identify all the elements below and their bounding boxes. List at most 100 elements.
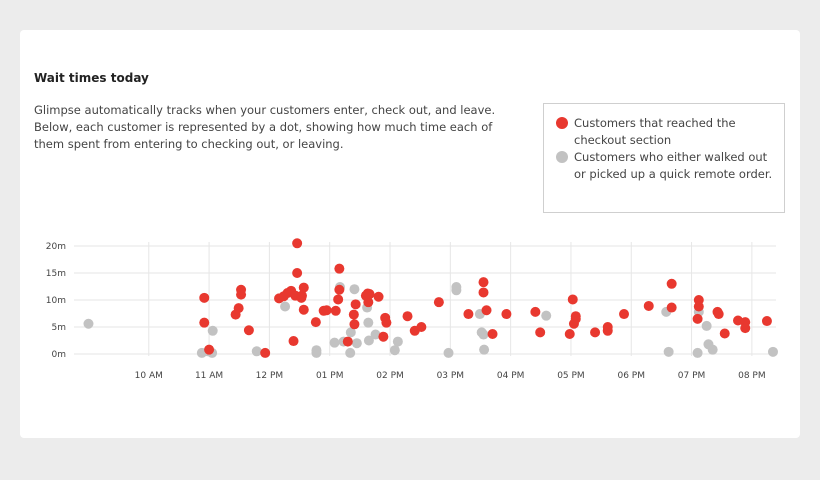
legend-label: Customers who either walked out or picke… xyxy=(574,150,773,181)
y-tick-label: 0m xyxy=(52,350,67,360)
checkout-customer-point[interactable] xyxy=(292,268,303,278)
walkout-customer-point[interactable] xyxy=(329,337,340,348)
checkout-customer-point[interactable] xyxy=(761,316,772,327)
walkout-customer-point[interactable] xyxy=(541,310,552,321)
checkout-customer-point[interactable] xyxy=(433,297,444,308)
walkout-customer-point[interactable] xyxy=(479,344,490,355)
checkout-customer-point[interactable] xyxy=(692,313,703,324)
x-tick-label: 01 PM xyxy=(316,371,344,381)
wait-times-scatter: 0m 5m 10m 15m 20m 10 AM 11 AM 12 PM 01 PM 02 PM 0… xyxy=(46,238,778,381)
checkout-customer-point[interactable] xyxy=(363,297,374,308)
walkout-customer-point[interactable] xyxy=(311,345,322,356)
data-points xyxy=(83,238,778,358)
checkout-customer-point[interactable] xyxy=(463,309,474,320)
walkout-customer-point[interactable] xyxy=(207,325,218,336)
checkout-customer-point[interactable] xyxy=(619,309,630,320)
legend-item-checkout: Customers that reached the checkout sect… xyxy=(556,115,774,149)
checkout-customer-point[interactable] xyxy=(381,317,392,328)
checkout-customer-point[interactable] xyxy=(310,317,321,328)
checkout-customer-point[interactable] xyxy=(296,290,307,301)
checkout-customer-point[interactable] xyxy=(567,294,578,305)
checkout-customer-point[interactable] xyxy=(260,347,271,358)
x-tick-label: 10 AM xyxy=(135,371,163,381)
y-tick-label: 5m xyxy=(52,323,67,333)
walkout-customer-point[interactable] xyxy=(83,318,94,329)
checkout-customer-point[interactable] xyxy=(333,294,344,305)
checkout-customer-point[interactable] xyxy=(564,329,575,340)
checkout-customer-point[interactable] xyxy=(321,305,332,316)
walkout-customer-point[interactable] xyxy=(345,327,356,338)
checkout-customer-point[interactable] xyxy=(236,284,247,295)
checkout-customer-point[interactable] xyxy=(350,299,361,310)
walkout-customer-point[interactable] xyxy=(389,345,400,356)
checkout-customer-point[interactable] xyxy=(199,317,210,328)
checkout-customer-point[interactable] xyxy=(334,263,345,274)
gray-dot-icon xyxy=(556,151,568,163)
checkout-customer-point[interactable] xyxy=(530,306,541,317)
checkout-customer-point[interactable] xyxy=(501,309,512,320)
x-tick-label: 12 PM xyxy=(256,371,284,381)
x-axis: 10 AM 11 AM 12 PM 01 PM 02 PM 03 PM 04 PM 05 PM… xyxy=(135,371,766,381)
checkout-customer-point[interactable] xyxy=(478,277,489,288)
walkout-customer-point[interactable] xyxy=(363,335,374,346)
walkout-customer-point[interactable] xyxy=(701,320,712,331)
checkout-customer-point[interactable] xyxy=(481,305,492,316)
walkout-customer-point[interactable] xyxy=(363,317,374,328)
x-tick-label: 04 PM xyxy=(497,371,525,381)
checkout-customer-point[interactable] xyxy=(643,300,654,311)
checkout-customer-point[interactable] xyxy=(666,278,677,289)
checkout-customer-point[interactable] xyxy=(342,336,353,347)
walkout-customer-point[interactable] xyxy=(351,338,362,349)
card-title: Wait times today xyxy=(34,71,149,85)
walkout-customer-point[interactable] xyxy=(443,347,454,358)
checkout-customer-point[interactable] xyxy=(243,325,254,336)
checkout-customer-point[interactable] xyxy=(378,331,389,342)
walkout-customer-point[interactable] xyxy=(370,329,381,340)
chart-legend: Customers that reached the checkout sect… xyxy=(543,103,785,213)
walkout-customer-point[interactable] xyxy=(692,347,703,358)
checkout-customer-point[interactable] xyxy=(292,238,303,249)
walkout-customer-point[interactable] xyxy=(707,344,718,355)
walkout-customer-point[interactable] xyxy=(663,346,674,357)
walkout-customer-point[interactable] xyxy=(280,301,291,312)
walkout-customer-point[interactable] xyxy=(345,347,356,358)
checkout-customer-point[interactable] xyxy=(416,322,427,332)
checkout-customer-point[interactable] xyxy=(740,323,751,334)
y-axis: 0m 5m 10m 15m 20m xyxy=(46,242,66,360)
checkout-customer-point[interactable] xyxy=(693,295,704,305)
checkout-customer-point[interactable] xyxy=(298,304,309,315)
checkout-customer-point[interactable] xyxy=(364,289,375,300)
legend-item-walkout: Customers who either walked out or picke… xyxy=(556,149,774,183)
checkout-customer-point[interactable] xyxy=(713,309,724,320)
walkout-customer-point[interactable] xyxy=(767,346,778,357)
checkout-customer-point[interactable] xyxy=(233,303,244,314)
checkout-customer-point[interactable] xyxy=(478,287,489,298)
checkout-customer-point[interactable] xyxy=(666,302,677,313)
checkout-customer-point[interactable] xyxy=(199,292,210,303)
walkout-customer-point[interactable] xyxy=(451,285,462,296)
checkout-customer-point[interactable] xyxy=(402,311,413,322)
checkout-customer-point[interactable] xyxy=(373,291,384,302)
checkout-customer-point[interactable] xyxy=(590,327,601,338)
x-tick-label: 03 PM xyxy=(437,371,465,381)
checkout-customer-point[interactable] xyxy=(204,344,215,355)
checkout-customer-point[interactable] xyxy=(487,329,498,340)
x-tick-label: 02 PM xyxy=(376,371,404,381)
checkout-customer-point[interactable] xyxy=(348,309,359,320)
walkout-customer-point[interactable] xyxy=(478,329,489,340)
walkout-customer-point[interactable] xyxy=(392,336,403,347)
walkout-customer-point[interactable] xyxy=(349,284,360,295)
checkout-customer-point[interactable] xyxy=(719,328,730,339)
checkout-customer-point[interactable] xyxy=(298,282,309,293)
checkout-customer-point[interactable] xyxy=(570,311,581,322)
y-tick-label: 10m xyxy=(46,296,66,306)
checkout-customer-point[interactable] xyxy=(349,319,360,330)
walkout-customer-point[interactable] xyxy=(251,346,262,357)
checkout-customer-point[interactable] xyxy=(602,322,613,332)
checkout-customer-point[interactable] xyxy=(334,284,345,295)
checkout-customer-point[interactable] xyxy=(288,336,299,347)
wait-times-card: Wait times today Glimpse automatically t… xyxy=(20,30,800,438)
x-tick-label: 06 PM xyxy=(617,371,645,381)
checkout-customer-point[interactable] xyxy=(535,327,546,338)
checkout-customer-point[interactable] xyxy=(330,305,341,316)
